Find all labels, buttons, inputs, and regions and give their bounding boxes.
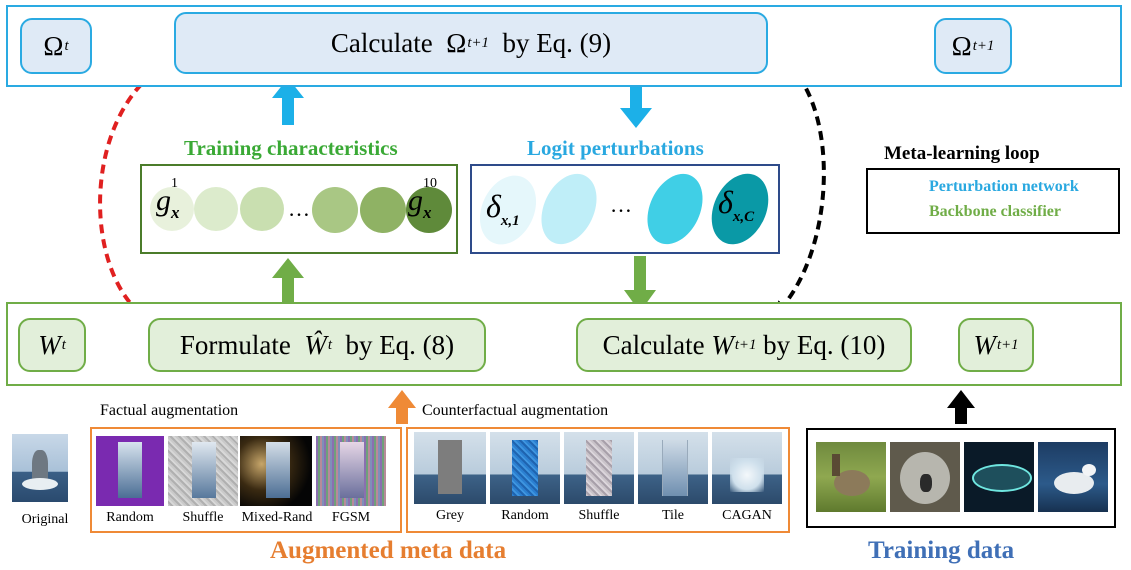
w-t-sup: t — [61, 336, 66, 353]
char-circle-2 — [194, 187, 238, 231]
counterfactual-shuffle-image — [564, 432, 634, 504]
g-first-sub: x — [171, 203, 180, 222]
delta-first-label: δx,1 — [486, 188, 520, 229]
arrow-blue-up — [272, 78, 304, 125]
formulate-pre: Formulate — [179, 329, 291, 360]
calc-w-sup: t+1 — [734, 336, 757, 353]
formulate-sup: t — [327, 336, 332, 353]
char-circle-3 — [240, 187, 284, 231]
calc-omega-post: by Eq. (9) — [502, 27, 612, 58]
counterfactual-caption-2: Random — [501, 508, 549, 523]
legend-box — [866, 168, 1120, 234]
training-data-box — [806, 428, 1116, 528]
delta-last-label: δx,C — [718, 184, 754, 225]
arrow-calc-omega-to-calc-w — [772, 54, 826, 318]
counterfactual-tile-image — [638, 432, 708, 504]
factual-fgsm-image — [316, 436, 386, 506]
logit-oval-3 — [636, 164, 714, 254]
delta-last-sub: x,C — [732, 209, 755, 225]
delta-last-base: δ — [718, 184, 733, 220]
counterfactual-caption-1: Grey — [436, 508, 464, 523]
legend-backbone-label: Backbone classifier — [929, 203, 1061, 220]
omega-t-base: Ω — [43, 30, 64, 61]
augmented-meta-data-label: Augmented meta data — [270, 537, 507, 564]
logit-ellipsis: … — [610, 192, 632, 217]
calc-w-pre: Calculate — [602, 329, 705, 360]
w-t1-sup: t+1 — [996, 336, 1019, 353]
char-ellipsis: … — [288, 196, 310, 221]
training-image-albatross — [1038, 442, 1108, 512]
factual-caption-2: Shuffle — [182, 510, 224, 525]
counterfactual-caption-5: CAGAN — [722, 508, 772, 523]
w-t1-base: W — [973, 329, 996, 360]
factual-box — [90, 427, 402, 533]
omega-t-sup: t — [64, 37, 69, 54]
g-last-sup: 10 — [423, 176, 437, 191]
arrow-orange-up — [388, 390, 416, 424]
training-image-koala — [890, 442, 960, 512]
counterfactual-box — [406, 427, 790, 533]
logit-perturbations-box: … δx,1 δx,C — [469, 164, 780, 254]
arrow-black-up — [947, 390, 975, 424]
training-data-label: Training data — [868, 537, 1015, 564]
training-characteristics-label: Training characteristics — [184, 136, 398, 160]
original-caption: Original — [21, 512, 69, 527]
char-circle-6 — [406, 187, 452, 233]
omega-t1-base: Ω — [951, 30, 972, 61]
calc-omega-sup: t+1 — [467, 34, 489, 51]
original-image — [12, 434, 68, 502]
w-t-base: W — [38, 329, 61, 360]
logit-perturbations-label: Logit perturbations — [527, 136, 704, 160]
calc-w-post: by Eq. (10) — [763, 329, 886, 360]
factual-mixed-rand-image — [240, 436, 312, 506]
arrow-blue-down — [620, 78, 652, 128]
factual-title: Factual augmentation — [100, 402, 239, 419]
g-last-sub: x — [423, 203, 432, 222]
omega-t1-sup: t+1 — [972, 37, 995, 54]
factual-caption-3: Mixed-Rand — [241, 510, 313, 525]
factual-caption-4: FGSM — [331, 510, 371, 525]
counterfactual-caption-4: Tile — [661, 508, 685, 523]
g-first-sup: 1 — [171, 176, 178, 191]
arrow-green-up — [272, 258, 304, 302]
formulate-base: Ŵ — [304, 329, 327, 360]
delta-first-sub: x,1 — [500, 213, 520, 229]
training-image-jellyfish — [964, 442, 1034, 512]
g-last-base: g — [408, 184, 423, 217]
counterfactual-cagan-image — [712, 432, 782, 504]
factual-shuffle-image — [168, 436, 238, 506]
calc-omega-base: Ω — [446, 27, 467, 58]
training-image-goose — [816, 442, 886, 512]
char-circle-1 — [150, 187, 194, 231]
formulate-post: by Eq. (8) — [345, 329, 455, 360]
logit-oval-2 — [530, 164, 608, 254]
g-last-label: g 10 x — [408, 176, 437, 222]
char-circle-4 — [312, 187, 358, 233]
factual-random-image — [96, 436, 164, 506]
char-circle-5 — [360, 187, 406, 233]
factual-caption-1: Random — [106, 510, 154, 525]
calc-omega-pre: Calculate — [330, 27, 433, 58]
arrow-green-down — [624, 256, 656, 312]
g-first-base: g — [156, 184, 171, 217]
counterfactual-random-image — [490, 432, 560, 504]
counterfactual-title: Counterfactual augmentation — [422, 402, 609, 419]
calc-w-base: W — [711, 329, 734, 360]
delta-first-base: δ — [486, 188, 501, 224]
counterfactual-grey-image — [414, 432, 486, 504]
legend-perturbation-label: Perturbation network — [929, 178, 1079, 195]
counterfactual-caption-3: Shuffle — [578, 508, 620, 523]
legend-title: Meta-learning loop — [884, 143, 1040, 164]
